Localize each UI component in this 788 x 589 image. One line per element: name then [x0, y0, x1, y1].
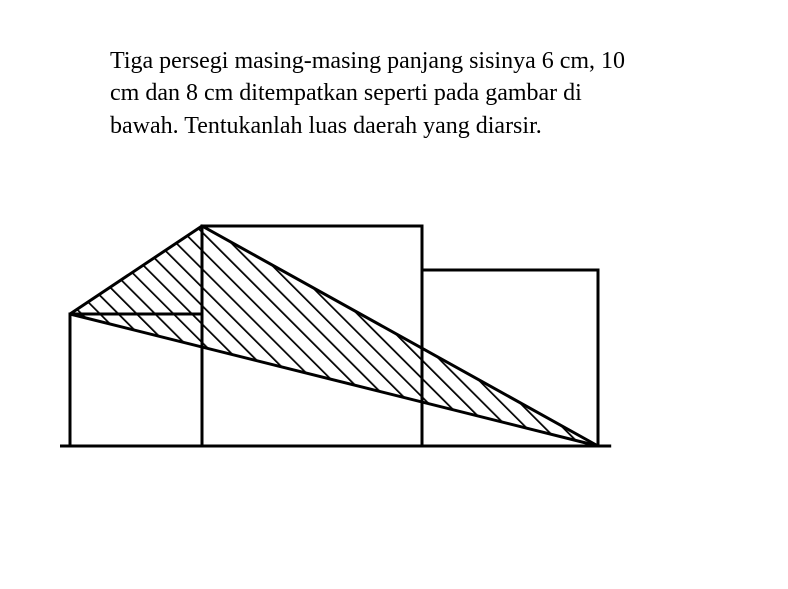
figure-container — [60, 220, 620, 461]
question-content: Tiga persegi masing-masing panjang sisin… — [110, 48, 625, 139]
geometry-figure — [60, 220, 620, 456]
question-text: Tiga persegi masing-masing panjang sisin… — [110, 45, 640, 142]
